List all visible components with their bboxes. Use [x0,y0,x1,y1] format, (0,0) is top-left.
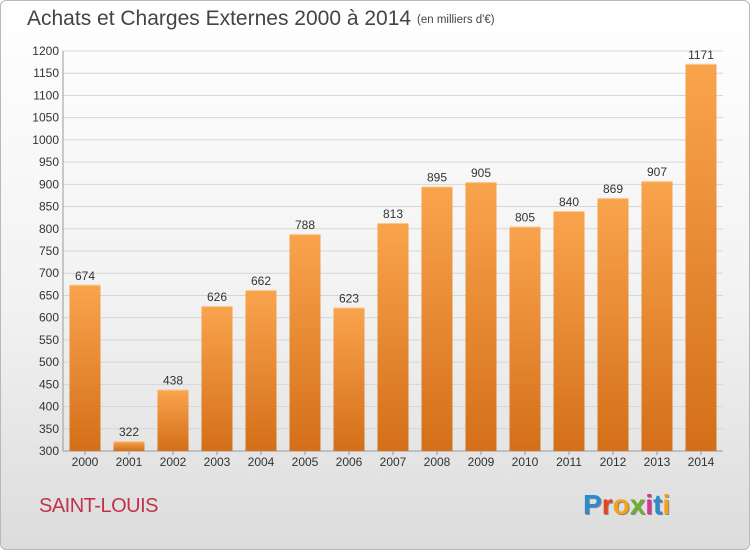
bar [553,211,585,451]
bar [421,186,453,452]
y-tick-label: 800 [39,222,59,236]
logo-letter: t [653,489,663,520]
y-tick-label: 350 [39,422,59,436]
logo-letter: o [612,489,630,520]
commune-name: SAINT-LOUIS [39,495,158,517]
chart-title: Achats et Charges Externes 2000 à 2014 [27,7,412,30]
x-tick-label: 2010 [512,455,539,469]
y-tick-label: 450 [39,377,59,391]
bar [685,63,717,452]
bar [69,284,101,451]
bar-value-label: 907 [647,165,667,179]
bar-value-label: 788 [295,218,315,232]
bar [509,226,541,451]
y-tick-label: 550 [39,333,59,347]
bar [157,389,189,451]
bar [201,306,233,451]
bar-value-label: 840 [559,195,579,209]
logo-letter: i [662,489,671,520]
y-tick-label: 500 [39,355,59,369]
bar [289,234,321,451]
bar-value-label: 1171 [688,48,714,62]
bar-value-label: 626 [207,290,227,304]
label-layer: 300 350 400 450 500 550 600 650 700 750 800 850 900 9… [32,44,714,469]
bar-layer [69,63,717,452]
bar [597,198,629,451]
bar [377,223,409,451]
x-tick-label: 2014 [688,455,715,469]
bar-value-label: 438 [163,374,183,388]
y-tick-label: 600 [39,311,59,325]
bar [245,290,277,451]
x-tick-label: 2012 [600,455,627,469]
chart-unit: (en milliers d'€) [417,14,495,26]
logo-letter: r [601,489,613,520]
x-tick-label: 2004 [248,455,275,469]
x-tick-label: 2005 [292,455,319,469]
bar-value-label: 805 [515,211,535,225]
x-tick-label: 2002 [160,455,187,469]
y-tick-label: 300 [39,444,59,458]
bar-value-label: 662 [251,274,271,288]
logo-letter: P [583,489,602,520]
bar-value-label: 623 [339,291,359,305]
logo-letter: x [629,489,646,520]
y-tick-label: 850 [39,200,59,214]
x-tick-label: 2011 [556,455,582,469]
y-tick-label: 1100 [33,88,59,102]
y-tick-label: 750 [39,244,59,258]
proxiti-logo[interactable]: Proxiti [583,489,670,521]
bar-value-label: 674 [75,269,95,283]
x-tick-label: 2006 [336,455,363,469]
x-tick-label: 2001 [116,455,143,469]
x-tick-label: 2009 [468,455,495,469]
bar [333,307,365,451]
x-tick-label: 2000 [72,455,99,469]
bar-value-label: 905 [471,166,491,180]
x-tick-label: 2013 [644,455,671,469]
x-tick-label: 2008 [424,455,451,469]
x-tick-label: 2003 [204,455,231,469]
y-tick-label: 700 [39,266,59,280]
y-tick-label: 650 [39,288,59,302]
y-tick-label: 950 [39,155,59,169]
bar-value-label: 869 [603,182,623,196]
bar-value-label: 895 [427,171,447,185]
bar [465,182,497,451]
y-tick-label: 900 [39,177,59,191]
bar [641,181,673,451]
x-tick-label: 2007 [380,455,407,469]
y-tick-label: 400 [39,400,59,414]
bar-value-label: 322 [119,425,139,439]
bar [113,441,145,451]
y-tick-label: 1200 [32,44,59,58]
y-tick-label: 1150 [33,66,59,80]
logo-letter: i [645,489,654,520]
bar-value-label: 813 [383,207,403,221]
y-tick-label: 1050 [32,111,59,125]
y-tick-label: 1000 [32,133,59,147]
